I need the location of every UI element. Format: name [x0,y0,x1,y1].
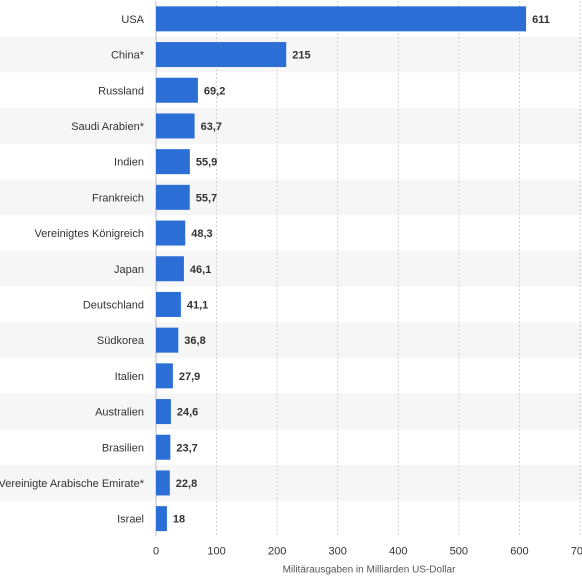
row-stripe [0,179,582,216]
bar [156,506,167,532]
category-label: Israel [117,514,144,526]
category-label: Vereinigtes Königreich [35,228,144,240]
bar [156,77,198,103]
x-tick-label: 0 [153,546,159,558]
bar [156,6,527,32]
bar [156,434,171,460]
bar [156,399,171,425]
value-label: 48,3 [191,228,212,240]
row-stripe [0,393,582,430]
value-label: 55,7 [196,192,217,204]
x-tick-label: 100 [207,546,225,558]
value-label: 69,2 [204,85,225,97]
category-label: Saudi Arabien* [71,121,144,133]
bar [156,363,173,389]
value-label: 63,7 [201,121,222,133]
bar [156,113,195,139]
category-label: Italien [115,371,144,383]
value-label: 22,8 [176,478,197,490]
category-label: Indien [114,157,144,169]
category-label: Japan [114,264,144,276]
category-label: Russland [98,85,144,97]
x-tick-label: 300 [329,546,347,558]
row-stripe [0,36,582,73]
category-label: Brasilien [102,442,144,454]
x-tick-label: 700 [571,546,582,558]
row-stripe [0,250,582,287]
bar [156,470,170,496]
value-label: 215 [292,50,310,62]
value-label: 41,1 [187,299,208,311]
category-label: Deutschland [83,299,144,311]
category-label: China* [111,50,145,62]
category-label: USA [121,14,144,26]
bar [156,327,179,353]
category-label: Vereinigte Arabische Emirate* [0,478,145,490]
value-label: 611 [532,14,550,26]
x-tick-label: 600 [510,546,528,558]
bar [156,220,186,246]
value-label: 18 [173,514,185,526]
bar [156,184,190,210]
x-tick-label: 400 [389,546,407,558]
bar [156,256,184,282]
bar [156,149,190,175]
bar [156,291,181,317]
value-label: 36,8 [184,335,205,347]
x-axis-title: Militärausgaben in Milliarden US-Dollar [283,565,457,576]
x-tick-label: 500 [450,546,468,558]
value-label: 23,7 [176,442,197,454]
x-tick-label: 200 [268,546,286,558]
value-label: 24,6 [177,407,198,419]
value-label: 46,1 [190,264,211,276]
row-stripe [0,465,582,501]
row-stripe [0,322,582,358]
bar [156,42,287,68]
value-label: 27,9 [179,371,200,383]
category-label: Australien [95,407,144,419]
row-stripe [0,108,582,144]
value-label: 55,9 [196,157,217,169]
category-label: Südkorea [97,335,145,347]
category-label: Frankreich [92,192,144,204]
